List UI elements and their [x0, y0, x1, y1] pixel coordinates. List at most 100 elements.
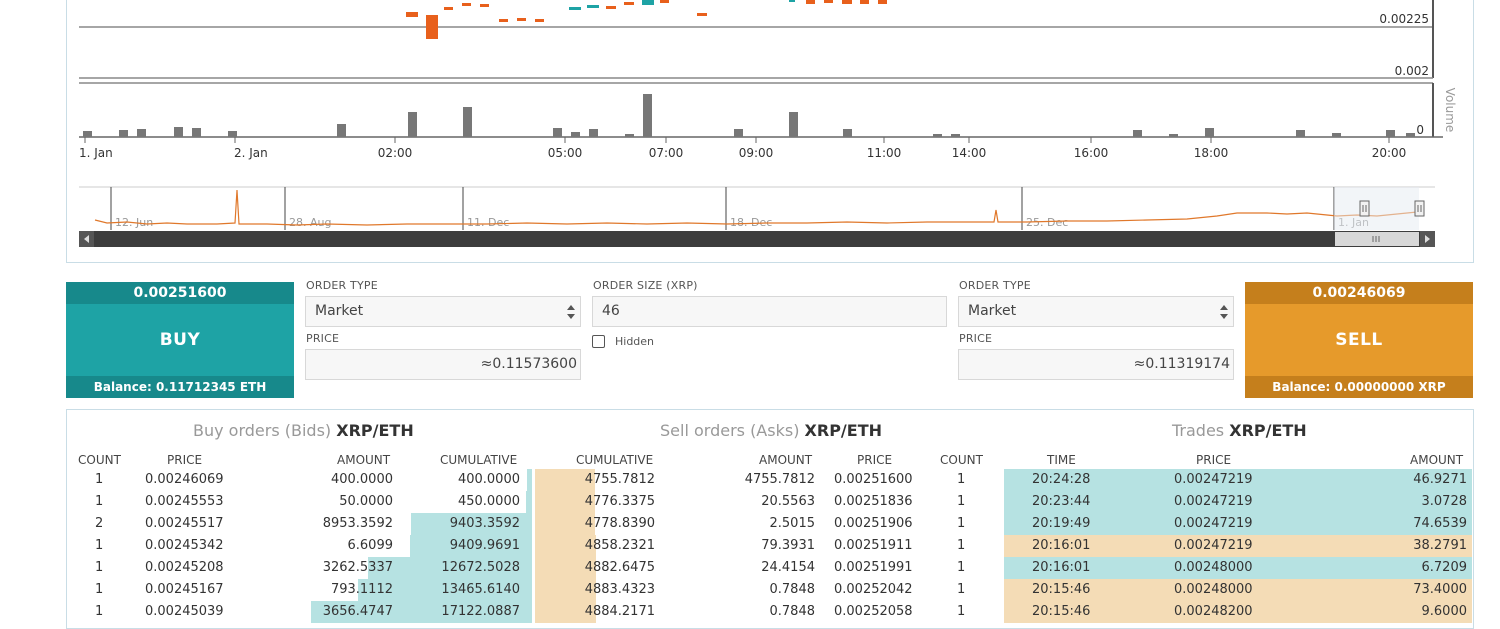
- candle: [789, 0, 795, 2]
- ask-amount[interactable]: 24.4154: [761, 560, 815, 575]
- navigator-tick-label: 18. Dec: [730, 216, 772, 229]
- bid-amount[interactable]: 6.6099: [347, 538, 394, 553]
- trade-row: [1004, 557, 1472, 579]
- bid-depth-bar: [411, 513, 532, 535]
- sell-button[interactable]: 0.00246069 SELL Balance: 0.00000000 XRP: [1245, 282, 1473, 398]
- price-chart: 0.00225 0.002: [79, 0, 1457, 247]
- bid-price[interactable]: 0.00245167: [145, 582, 224, 597]
- asks-header-cumulative: CUMULATIVE: [576, 453, 654, 467]
- bid-depth-bar: [410, 535, 532, 557]
- bid-price[interactable]: 0.00245342: [145, 538, 224, 553]
- trade-amount: 74.6539: [1413, 516, 1467, 531]
- chart-scrollbar[interactable]: [79, 231, 1435, 247]
- trade-price: 0.00247219: [1174, 516, 1253, 531]
- candle: [606, 6, 616, 9]
- ask-amount[interactable]: 0.7848: [769, 604, 816, 619]
- ask-count: 1: [957, 538, 966, 553]
- ask-cumulative: 4755.7812: [584, 472, 655, 487]
- bid-amount[interactable]: 400.0000: [330, 472, 393, 487]
- volume-bars: [83, 94, 1415, 137]
- navigator-selection[interactable]: [1334, 187, 1419, 230]
- volume-plot: 0 Volume: [79, 82, 1457, 138]
- ask-price[interactable]: 0.00252042: [834, 582, 913, 597]
- ask-amount[interactable]: 0.7848: [769, 582, 816, 597]
- candle: [878, 0, 887, 4]
- candle: [426, 15, 438, 39]
- bid-price[interactable]: 0.00245039: [145, 604, 224, 619]
- bid-price[interactable]: 0.00245208: [145, 560, 224, 575]
- volume-bar: [1205, 128, 1214, 137]
- buy-button[interactable]: 0.00251600 BUY Balance: 0.11712345 ETH: [66, 282, 294, 398]
- bid-depth-bar: [368, 557, 532, 579]
- candle: [517, 18, 526, 21]
- scrollbar-track[interactable]: [79, 231, 1435, 247]
- bid-amount[interactable]: 3262.5337: [322, 560, 393, 575]
- volume-bar: [933, 134, 942, 137]
- navigator-right-handle[interactable]: [1414, 200, 1425, 217]
- bid-cumulative: 9403.3592: [449, 516, 520, 531]
- trade-price: 0.00248200: [1174, 604, 1253, 619]
- bid-count: 1: [95, 494, 104, 509]
- candlestick-plot: 0.00225 0.002: [79, 0, 1434, 79]
- bid-price[interactable]: 0.00245553: [145, 494, 224, 509]
- sell-balance: Balance: 0.00000000 XRP: [1245, 376, 1473, 398]
- ask-price[interactable]: 0.00251836: [834, 494, 913, 509]
- trade-time: 20:15:46: [1032, 582, 1091, 597]
- bid-price[interactable]: 0.00245517: [145, 516, 224, 531]
- ask-depth-bar: [535, 579, 596, 601]
- trade-amount: 6.7209: [1421, 560, 1468, 575]
- trades-header-price: PRICE: [1196, 453, 1232, 467]
- sell-order-type-select[interactable]: Market: [958, 296, 1234, 327]
- ask-count: 1: [957, 472, 966, 487]
- navigator-left-handle[interactable]: [1359, 200, 1370, 217]
- buy-order-type-select[interactable]: Market: [305, 296, 581, 327]
- navigator[interactable]: 12. Jun 28. Aug 11. Dec 18. Dec 25. Dec …: [79, 186, 1435, 230]
- ask-amount[interactable]: 2.5015: [769, 516, 816, 531]
- bid-amount[interactable]: 793.1112: [330, 582, 393, 597]
- navigator-series-line: [94, 189, 1418, 226]
- ask-price[interactable]: 0.00251911: [834, 538, 913, 553]
- trade-time: 20:23:44: [1032, 494, 1091, 509]
- order-size-input[interactable]: 46: [592, 296, 947, 327]
- ask-amount[interactable]: 20.5563: [761, 494, 815, 509]
- bid-amount[interactable]: 50.0000: [339, 494, 393, 509]
- ask-amount[interactable]: 79.3931: [761, 538, 815, 553]
- ask-amount[interactable]: 4755.7812: [744, 472, 815, 487]
- buy-balance: Balance: 0.11712345 ETH: [66, 376, 294, 398]
- asks-title-text: Sell orders (Asks): [660, 421, 800, 440]
- scrollbar-thumb[interactable]: [1335, 232, 1419, 246]
- ask-price[interactable]: 0.00252058: [834, 604, 913, 619]
- trade-amount: 73.4000: [1413, 582, 1467, 597]
- asks-header-price: PRICE: [857, 453, 893, 467]
- candle: [480, 4, 489, 7]
- hidden-checkbox[interactable]: [592, 335, 605, 348]
- trade-row: [1004, 469, 1472, 491]
- select-arrows-icon: [567, 305, 575, 319]
- candle: [406, 12, 418, 17]
- buy-price-label: PRICE: [306, 332, 340, 345]
- ask-cumulative: 4884.2171: [584, 604, 655, 619]
- ask-depth-bar: [535, 491, 595, 513]
- hidden-checkbox-label[interactable]: Hidden: [615, 335, 655, 348]
- bid-count: 1: [95, 560, 104, 575]
- ask-price[interactable]: 0.00251991: [834, 560, 913, 575]
- x-axis: 1. Jan 2. Jan 02:00 05:00 07:00 09:00 11…: [79, 137, 1406, 160]
- volume-bar: [625, 134, 634, 137]
- ask-price[interactable]: 0.00251906: [834, 516, 913, 531]
- navigator-tick-label: 28. Aug: [289, 216, 331, 229]
- sell-price-input[interactable]: ≈0.11319174: [958, 349, 1234, 380]
- ask-price[interactable]: 0.00251600: [834, 472, 913, 487]
- bid-amount[interactable]: 3656.4747: [322, 604, 393, 619]
- ask-count: 1: [957, 604, 966, 619]
- bids-title: Buy orders (Bids) XRP/ETH: [193, 421, 414, 440]
- candle: [824, 0, 833, 3]
- bid-price[interactable]: 0.00246069: [145, 472, 224, 487]
- ask-cumulative: 4883.4323: [584, 582, 655, 597]
- buy-price-input[interactable]: ≈0.11573600: [305, 349, 581, 380]
- sell-order-type-label: ORDER TYPE: [959, 279, 1031, 292]
- bid-amount[interactable]: 8953.3592: [322, 516, 393, 531]
- volume-bar: [789, 112, 798, 137]
- candle: [642, 0, 654, 5]
- x-tick-label: 09:00: [739, 146, 774, 160]
- trade-time: 20:24:28: [1032, 472, 1091, 487]
